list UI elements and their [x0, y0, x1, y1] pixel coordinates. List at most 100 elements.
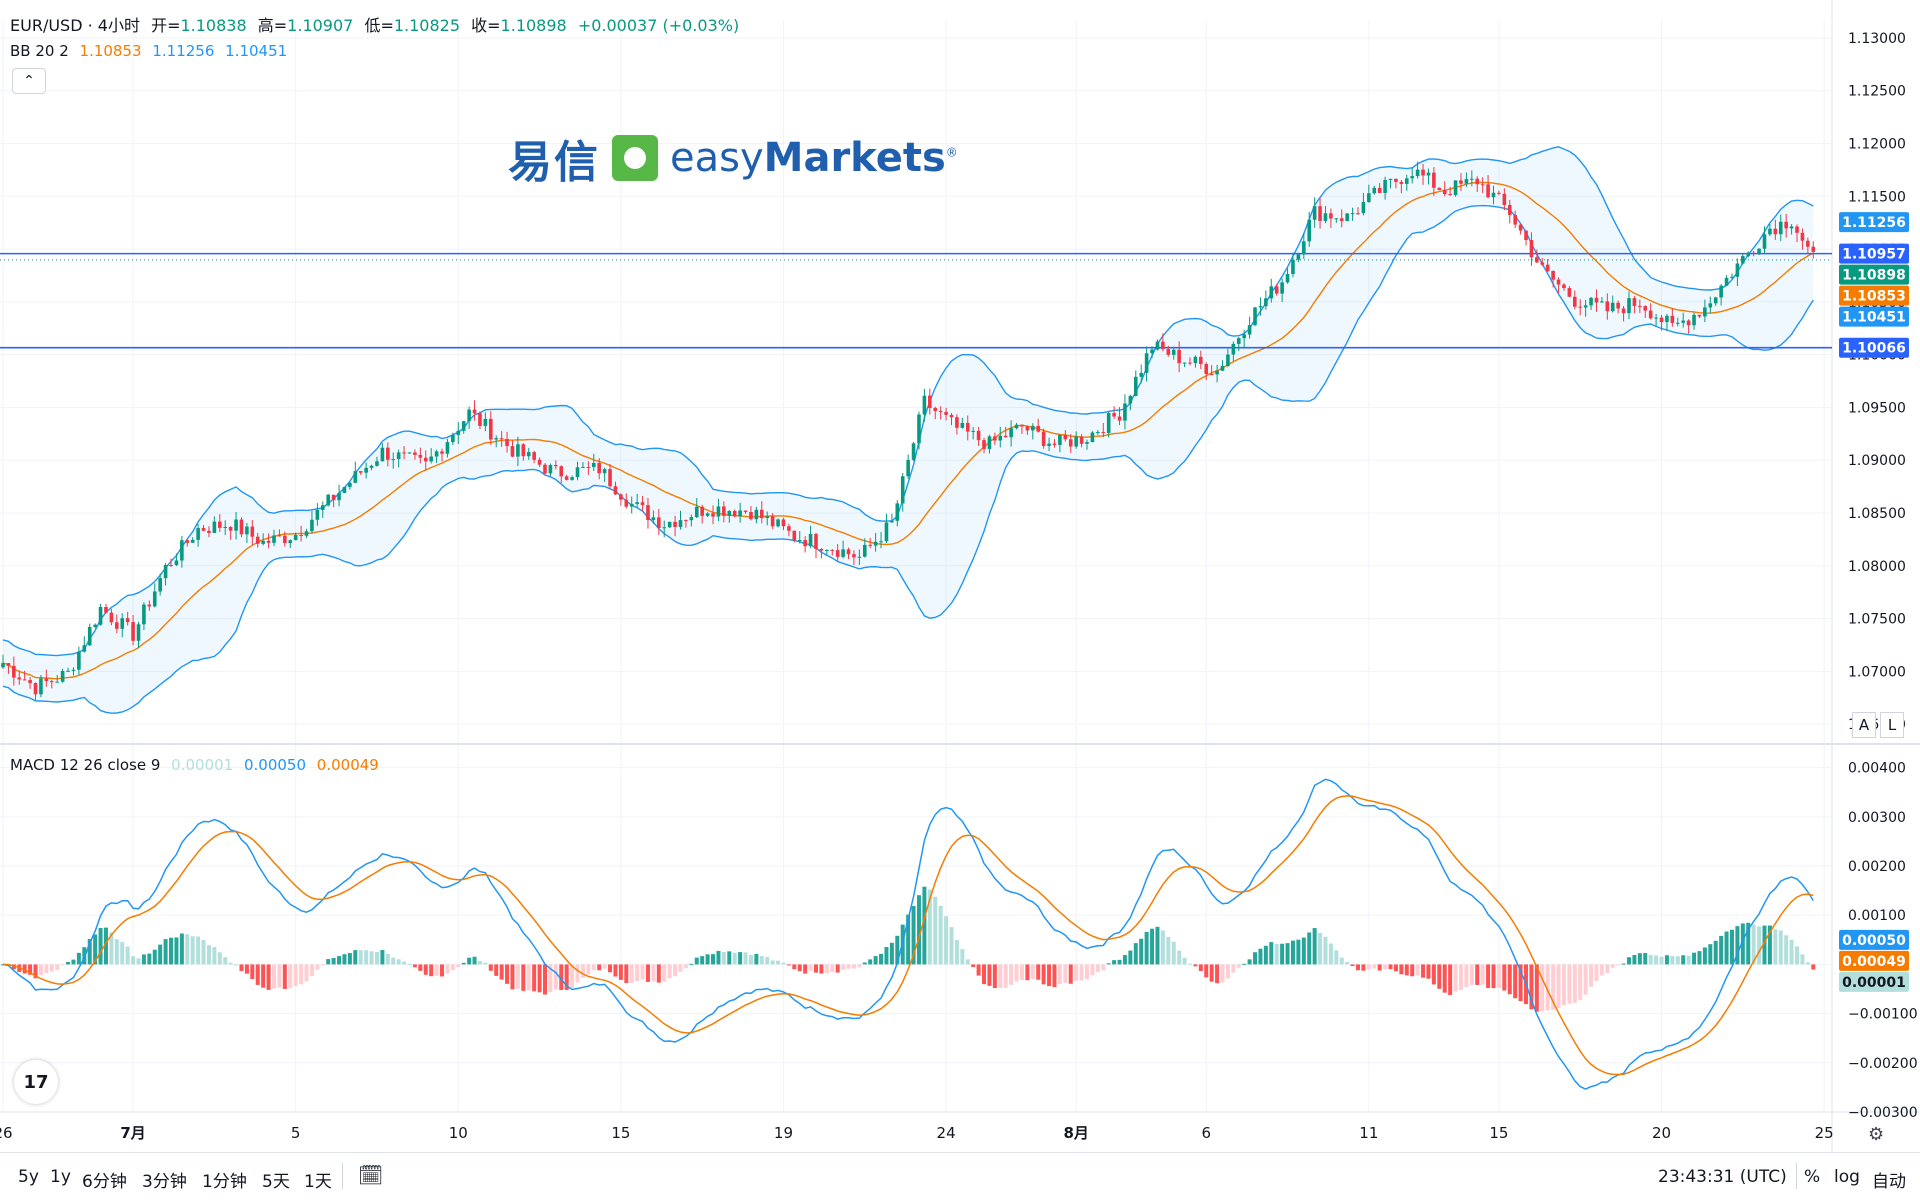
macd-hist-bar [450, 964, 455, 971]
candle-body [163, 565, 168, 579]
candle-body [570, 477, 574, 480]
candle-body [472, 409, 477, 414]
utc-clock[interactable]: 23:43:31 (UTC) [1658, 1167, 1787, 1187]
range-1min-button[interactable]: 1分钟 [202, 1172, 247, 1192]
macd-hist-bar [223, 957, 228, 965]
candle [461, 421, 466, 434]
macd-hist-bar [66, 961, 71, 965]
candle-body [1497, 192, 1501, 194]
candle [478, 411, 482, 430]
range-1y-button[interactable]: 1y [50, 1167, 71, 1187]
candle [760, 501, 764, 524]
candle-body [1730, 276, 1734, 278]
candle [261, 533, 265, 546]
macd-hist-bar [526, 964, 531, 991]
candle [1394, 178, 1398, 189]
change-value: +0.00037 (+0.03%) [577, 16, 740, 35]
candle [413, 449, 417, 460]
candle-body [743, 510, 748, 512]
time-tick-label: 20 [1652, 1124, 1671, 1142]
candle [982, 437, 986, 454]
candle [662, 520, 667, 538]
candle-body [115, 622, 119, 629]
price-badge-text: 1.10066 [1842, 341, 1906, 357]
candle [749, 506, 753, 521]
candle-body [1193, 356, 1198, 364]
macd-hist-bar [1664, 955, 1669, 965]
candle [1545, 259, 1550, 273]
macd-hist-bar [1708, 944, 1713, 965]
candle [965, 415, 970, 441]
macd-hist-bar [1117, 959, 1122, 965]
candle [1361, 192, 1366, 216]
candle-body [1003, 435, 1008, 438]
range-1d-button[interactable]: 1天 [304, 1172, 332, 1192]
candle [1762, 226, 1767, 254]
macd-hist-bar [1366, 964, 1371, 970]
candle-body [451, 434, 455, 443]
candle-body [667, 521, 672, 528]
candle [646, 497, 650, 529]
candle-body [955, 417, 959, 428]
candle-body [732, 510, 737, 517]
candle [797, 531, 802, 544]
candle [532, 450, 536, 464]
legend-collapse-button[interactable]: ⌃ [12, 68, 46, 94]
candle-body [212, 521, 217, 533]
macd-hist-bar [1719, 935, 1724, 965]
watermark-en-light: easy [670, 135, 764, 181]
range-6min-button[interactable]: 6分钟 [82, 1172, 127, 1192]
candle [190, 537, 195, 543]
candle [1133, 370, 1138, 397]
candle [174, 553, 179, 567]
auto-scale-a-button[interactable]: A [1852, 712, 1876, 738]
percent-scale-button[interactable]: % [1804, 1167, 1821, 1187]
candle [315, 503, 320, 526]
candle-body [1600, 301, 1604, 303]
candle [1280, 278, 1284, 302]
candle [33, 682, 38, 701]
gear-icon[interactable]: ⚙ [1868, 1124, 1885, 1145]
macd-legend-label[interactable]: MACD 12 26 close 9 [10, 756, 161, 774]
macd-hist-bar [98, 927, 103, 965]
candle-body [1280, 282, 1284, 294]
candle [440, 448, 444, 462]
candle-body [1, 663, 5, 668]
candle-body [657, 517, 661, 528]
macd-hist-bar [1556, 964, 1561, 1009]
macd-hist-bar [147, 953, 152, 965]
candle-body [933, 407, 938, 412]
candle-body [749, 511, 753, 520]
calendar-range-icon[interactable]: 🗓 [358, 1163, 384, 1187]
price-badge-bg [1839, 285, 1909, 306]
bb-legend-label[interactable]: BB 20 2 [10, 42, 69, 60]
log-scale-button[interactable]: log [1834, 1167, 1860, 1187]
candle [1659, 314, 1664, 331]
candle-body [873, 541, 878, 546]
symbol-title[interactable]: EUR/USD · 4小时 [10, 16, 140, 35]
range-5d-button[interactable]: 5天 [262, 1172, 290, 1192]
macd-hist-bar [255, 964, 260, 985]
auto-scale-button[interactable]: 自动 [1872, 1172, 1906, 1192]
candle [1518, 223, 1523, 235]
candle [152, 583, 157, 608]
candle [1600, 297, 1604, 303]
macd-hist-bar [1632, 954, 1637, 965]
candle [1291, 252, 1295, 278]
range-3min-button[interactable]: 3分钟 [142, 1172, 187, 1192]
tradingview-logo-icon[interactable]: 17 [14, 1060, 58, 1104]
macd-hist-bar [1795, 946, 1800, 965]
candle-body [1383, 179, 1387, 194]
candle-body [890, 520, 894, 523]
price-scale-label: 1.10957 [1839, 243, 1909, 264]
candle [429, 448, 433, 464]
range-5y-button[interactable]: 5y [18, 1167, 39, 1187]
macd-hist-bar [1572, 964, 1577, 1003]
candle-body [1204, 364, 1209, 374]
candle [938, 406, 943, 420]
macd-hist-bar [1627, 957, 1631, 965]
log-scale-l-button[interactable]: L [1880, 712, 1904, 738]
candle [98, 603, 103, 626]
candle-body [1388, 178, 1393, 180]
